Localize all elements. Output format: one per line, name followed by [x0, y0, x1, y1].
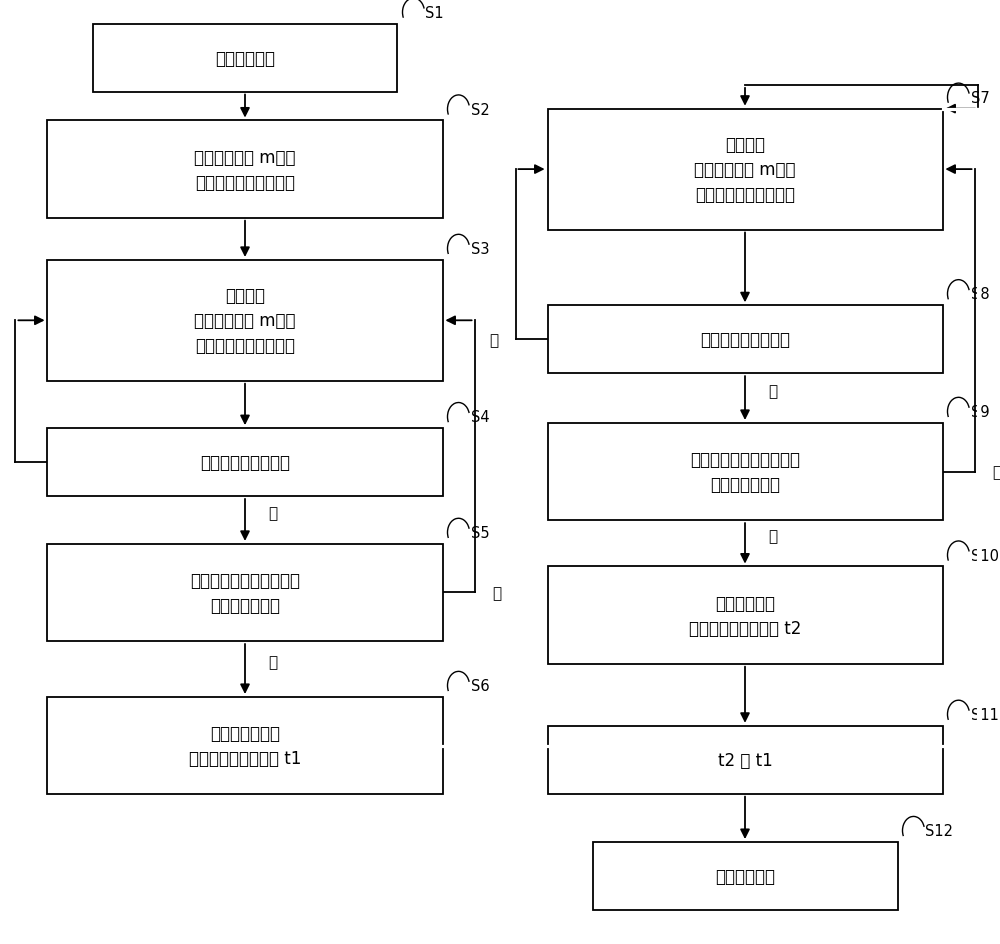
- Text: S9: S9: [970, 405, 989, 419]
- Text: S6: S6: [471, 679, 489, 693]
- FancyBboxPatch shape: [592, 842, 898, 910]
- FancyBboxPatch shape: [548, 566, 942, 665]
- Text: 是: 是: [268, 505, 278, 520]
- Text: S12: S12: [926, 823, 954, 838]
- Text: 与门限値比较，大于: 与门限値比较，大于: [700, 330, 790, 349]
- Text: 否: 否: [489, 332, 498, 347]
- Text: 是: 是: [768, 383, 778, 398]
- Text: 与门限値比较，大于: 与门限値比较，大于: [200, 453, 290, 472]
- FancyBboxPatch shape: [548, 726, 942, 794]
- Text: 否: 否: [768, 529, 778, 544]
- Text: 检测到回波，
计算基准波前沿时刻 t2: 检测到回波， 计算基准波前沿时刻 t2: [689, 594, 801, 637]
- FancyBboxPatch shape: [47, 544, 442, 642]
- FancyBboxPatch shape: [47, 122, 442, 219]
- Text: 逐点滑动
对下一组连续 m个点
进行最小二乘直线拟合: 逐点滑动 对下一组连续 m个点 进行最小二乘直线拟合: [194, 287, 296, 355]
- FancyBboxPatch shape: [92, 25, 397, 93]
- FancyBboxPatch shape: [548, 306, 942, 374]
- Text: 启动计算窗口: 启动计算窗口: [215, 49, 275, 68]
- Text: S7: S7: [970, 91, 989, 106]
- Text: 拟合的直线斜率与前一组
斜率比较，大于: 拟合的直线斜率与前一组 斜率比较，大于: [190, 571, 300, 615]
- Text: S10: S10: [970, 548, 998, 563]
- Text: 对第一组连续 m个点
进行最小二乘直线拟合: 对第一组连续 m个点 进行最小二乘直线拟合: [194, 148, 296, 192]
- Text: S11: S11: [970, 707, 998, 722]
- Text: 是: 是: [492, 585, 501, 600]
- Text: S4: S4: [471, 410, 489, 425]
- Text: 检测到基准波，
计算基准波前沿时刻 t1: 检测到基准波， 计算基准波前沿时刻 t1: [189, 724, 301, 767]
- Text: S5: S5: [471, 526, 489, 540]
- FancyBboxPatch shape: [47, 429, 442, 497]
- Text: 拟合的直线斜率与前一组
斜率比较，大于: 拟合的直线斜率与前一组 斜率比较，大于: [690, 450, 800, 494]
- Text: 逐点滑动
对下一组连续 m个点
进行最小二乘直线拟合: 逐点滑动 对下一组连续 m个点 进行最小二乘直线拟合: [694, 136, 796, 204]
- Text: S8: S8: [970, 287, 989, 302]
- FancyBboxPatch shape: [47, 697, 442, 795]
- FancyBboxPatch shape: [548, 110, 942, 230]
- Text: 关闭计算窗口: 关闭计算窗口: [715, 867, 775, 885]
- Text: S2: S2: [471, 103, 489, 117]
- Text: S3: S3: [471, 242, 489, 257]
- Text: S1: S1: [426, 6, 444, 21]
- FancyBboxPatch shape: [47, 261, 442, 381]
- Text: 否: 否: [268, 654, 278, 669]
- Text: 是: 是: [992, 464, 1000, 480]
- FancyBboxPatch shape: [548, 423, 942, 521]
- Text: t2 － t1: t2 － t1: [718, 750, 772, 769]
